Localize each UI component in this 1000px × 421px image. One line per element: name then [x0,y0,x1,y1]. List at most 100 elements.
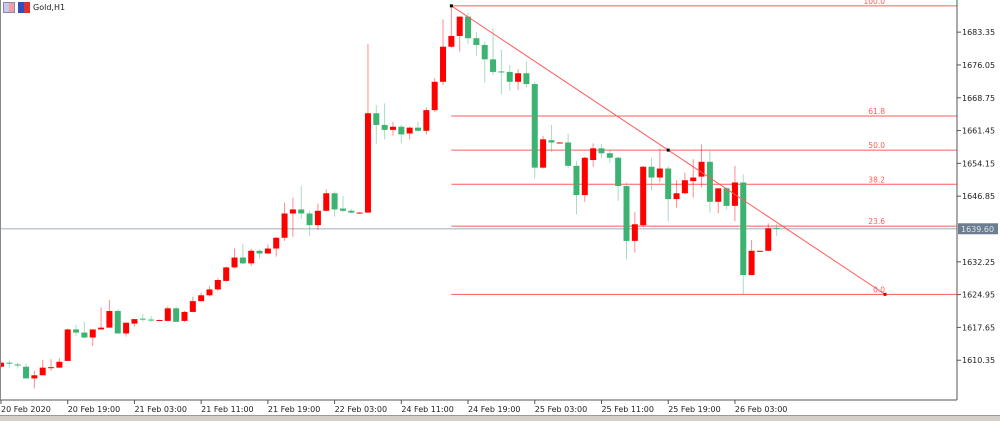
trendline[interactable] [449,4,887,296]
candle [740,174,747,295]
candle [273,236,280,257]
candle-body [398,126,405,135]
candle [706,151,713,213]
candle-body [31,375,38,379]
candle-body [423,110,430,131]
candle [389,121,396,136]
price-tick-label: 1624.95 [962,291,995,300]
candle-body [715,188,722,202]
candle [381,103,388,140]
price-axis[interactable]: 1683.35 1676.05 1668.75 1661.45 1654.15 1646.… [957,28,998,365]
candle [681,172,688,195]
time-tick-label: 22 Feb 03:00 [335,405,387,414]
candle-body [615,157,622,187]
candle [640,165,647,227]
candle-body [39,367,46,376]
candle-body [306,213,313,226]
time-tick-label: 25 Feb 19:00 [668,405,720,414]
candle [773,224,780,236]
candle [481,41,488,83]
candle-body [323,193,330,211]
candle [181,311,188,322]
candle [189,296,196,313]
time-tick-label: 24 Feb 19:00 [468,405,520,414]
fibo-level-label: 23.6 [868,217,885,226]
candle-body [14,364,21,366]
candle-body [131,319,138,324]
candle-body [623,186,630,241]
candle [631,211,638,253]
candle [498,49,505,95]
candle-body [540,139,547,168]
candle-body [773,227,780,229]
price-tick-label: 1617.65 [962,323,995,332]
candle-body [348,210,355,213]
candle [156,319,163,321]
candle-body [406,127,413,134]
candle-body [565,142,572,166]
candle [598,144,605,158]
candle [648,157,655,191]
candle [573,160,580,215]
candle-body [364,113,371,213]
candle-body [114,311,121,334]
candle [314,203,321,231]
candle [506,65,513,91]
candle [615,156,622,201]
candle [306,210,313,236]
candle [698,144,705,188]
candle [348,208,355,214]
candle [298,186,305,220]
chart-window-icon[interactable] [3,2,15,13]
candle [231,248,238,269]
candle-body [156,320,163,321]
candle [656,149,663,183]
time-tick-label: 25 Feb 03:00 [535,405,587,414]
candle-body [56,361,63,368]
candle [581,156,588,202]
candle [48,359,55,371]
candles [0,5,780,389]
candle-body [448,35,455,47]
time-axis[interactable]: 20 Feb 2020 20 Feb 19:00 21 Feb 03:00 21 Fe… [0,400,787,414]
candle-body [698,161,705,177]
fibonacci-retracement[interactable]: 100.061.850.038.223.60.0 [451,0,957,295]
candle [515,69,522,90]
price-tick-label: 1632.25 [962,258,995,267]
candle [123,322,130,337]
candle-body [556,142,563,144]
bar-chart-icon[interactable] [18,2,30,13]
candle-body [498,71,505,73]
time-tick-label: 20 Feb 2020 [1,405,51,414]
candle-body [339,208,346,211]
current-price-label-bg [958,223,998,235]
candle [748,240,755,276]
candle-body [481,44,488,60]
candle-body [231,257,238,268]
candle [223,266,230,282]
candle-body [206,289,213,296]
candle [606,150,613,163]
chart-title-bar: Gold,H1 [3,2,65,13]
candle-body [648,166,655,178]
price-tick-label: 1668.75 [962,94,995,103]
candle-body [706,161,713,202]
candle [173,306,180,322]
candle [490,28,497,76]
candle-body [189,301,196,312]
candle [440,19,447,85]
candle [398,124,405,144]
candle-body [0,362,4,367]
candle-body [98,327,105,330]
candle [715,188,722,214]
candle-body [73,329,80,333]
candle [364,44,371,213]
price-tick-label: 1683.35 [962,28,995,37]
chart-tabs-bar[interactable] [0,415,1000,421]
candle [264,244,271,254]
candle [590,143,597,167]
candle-body [523,73,530,85]
candle-body [6,362,13,364]
candle [423,107,430,135]
